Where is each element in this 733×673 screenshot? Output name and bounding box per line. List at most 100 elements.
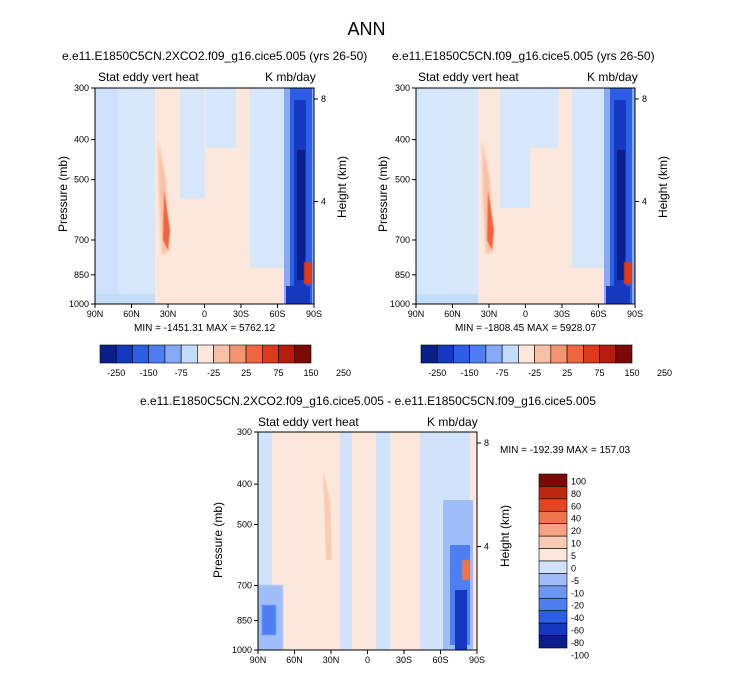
panel-1-x-tick-label: 30N xyxy=(160,309,177,319)
panel-1-right-label: K mb/day xyxy=(265,70,316,84)
panel-3-x-tick-label: 60S xyxy=(432,655,448,665)
colorbar-3-label: -20 xyxy=(571,601,584,611)
colorbar-2-swatch xyxy=(550,344,568,364)
colorbar-3-swatch xyxy=(538,635,568,649)
colorbar-1-label: -150 xyxy=(140,368,158,378)
colorbar-3-label: 40 xyxy=(571,514,581,524)
panel-3-y2-tick-label: 4 xyxy=(484,542,489,552)
colorbar-3-label: 20 xyxy=(571,526,581,536)
colorbar-2-swatch xyxy=(518,344,535,364)
colorbar-3-label: -40 xyxy=(571,613,584,623)
colorbar-1-swatch xyxy=(164,344,182,364)
colorbar-2-label: 150 xyxy=(624,368,639,378)
panel-3-y-tick-label: 700 xyxy=(237,580,252,590)
panel-1-left-label: Stat eddy vert heat xyxy=(98,70,199,84)
panel-3-x-tick-label: 30S xyxy=(396,655,412,665)
panel-2-y2-tick-label: 8 xyxy=(642,94,647,104)
colorbar-3-label: 5 xyxy=(571,551,576,561)
panel-3-y-tick-label: 850 xyxy=(237,616,252,626)
colorbar-2-swatch xyxy=(599,344,617,364)
colorbar-3-label: -60 xyxy=(571,626,584,636)
colorbar-1-swatch xyxy=(262,344,279,364)
panel-2-y-tick-label: 700 xyxy=(395,235,410,245)
colorbar-1-swatch xyxy=(245,344,263,364)
panel-1-y-tick-label: 1000 xyxy=(69,299,89,309)
panel-3-x-tick-label: 0 xyxy=(365,655,370,665)
colorbar-3-label: -5 xyxy=(571,576,579,586)
colorbar-2-swatch xyxy=(485,344,503,364)
panel-2-x-tick-label: 60S xyxy=(590,309,606,319)
panel-2-y-tick-label: 300 xyxy=(395,83,410,93)
panel-3-y-tick-label: 300 xyxy=(237,427,252,437)
colorbar-1-label: 250 xyxy=(336,368,351,378)
panel-1-title: e.e11.E1850C5CN.2XCO2.f09_g16.cice5.005 … xyxy=(62,49,368,63)
colorbar-3-label: 100 xyxy=(571,476,586,486)
colorbar-1-swatch xyxy=(213,344,231,364)
panel-2-title: e.e11.E1850C5CN.f09_g16.cice5.005 (yrs 2… xyxy=(392,49,655,63)
panel-1-y-tick-label: 700 xyxy=(74,235,89,245)
panel-3-field xyxy=(258,432,477,650)
colorbar-3-swatch xyxy=(538,610,568,624)
colorbar-3-label: 80 xyxy=(571,489,581,499)
colorbar-3-swatch xyxy=(538,560,568,574)
colorbar-3-label: -100 xyxy=(571,650,589,660)
colorbar-3-swatch xyxy=(538,498,568,512)
colorbar-2-swatch xyxy=(583,344,600,364)
panel-2-stats: MIN = -1808.45 MAX = 5928.07 xyxy=(455,323,597,334)
panel-3-left-label: Stat eddy vert heat xyxy=(258,415,359,429)
panel-2-x-tick-label: 90N xyxy=(408,309,425,319)
colorbar-1-label: -25 xyxy=(207,368,220,378)
panel-2-x-tick-label: 30N xyxy=(481,309,498,319)
panel-3-x-tick-label: 90S xyxy=(469,655,485,665)
colorbar-2-swatch xyxy=(615,344,633,364)
colorbar-1-swatch xyxy=(132,344,149,364)
panel-1-field xyxy=(95,88,314,304)
colorbar-3-label: 0 xyxy=(571,563,576,573)
colorbar-1-label: -75 xyxy=(175,368,188,378)
panel-2-x-tick-label: 60N xyxy=(444,309,461,319)
panel-2-y-tick-label: 400 xyxy=(395,135,410,145)
panel-2-left-label: Stat eddy vert heat xyxy=(418,70,519,84)
panel-1-y-tick-label: 300 xyxy=(74,83,89,93)
colorbar-2-swatch xyxy=(436,344,454,364)
colorbar-2-label: -75 xyxy=(496,368,509,378)
colorbar-2-label: 250 xyxy=(657,368,672,378)
colorbar-1-label: 75 xyxy=(274,368,284,378)
colorbar-3-swatch xyxy=(538,597,568,612)
colorbar-1-swatch xyxy=(180,344,198,364)
panel-1-y2-tick-label: 4 xyxy=(321,196,326,206)
colorbar-2-swatch xyxy=(501,344,519,364)
colorbar-3-swatch xyxy=(538,486,568,500)
panel-3-x-tick-label: 30N xyxy=(323,655,340,665)
panel-1-x-tick-label: 90N xyxy=(87,309,104,319)
panel-2-right-label: K mb/day xyxy=(587,70,638,84)
colorbar-2-swatch xyxy=(566,344,584,364)
panel-2-x-tick-label: 30S xyxy=(554,309,570,319)
colorbar-3-label: -10 xyxy=(571,588,584,598)
panel-1-y-tick-label: 500 xyxy=(74,175,89,185)
panel-2-y-tick-label: 850 xyxy=(395,270,410,280)
colorbar-2-label: 75 xyxy=(595,368,605,378)
colorbar-3-swatch xyxy=(538,548,568,562)
colorbar-1-label: 25 xyxy=(241,368,251,378)
colorbar-3-swatch xyxy=(538,523,568,537)
colorbar-2-swatch xyxy=(453,344,470,364)
panel-2-y-tick-label: 500 xyxy=(395,175,410,185)
colorbar-1-swatch xyxy=(148,344,166,364)
panel-3-y-tick-label: 1000 xyxy=(232,645,252,655)
colorbar-2-label: -150 xyxy=(461,368,479,378)
colorbar-3-swatch xyxy=(538,473,568,487)
panel-2-field xyxy=(416,88,635,304)
panel-1-x-tick-label: 30S xyxy=(233,309,249,319)
colorbar-1-swatch xyxy=(197,344,214,364)
colorbar-2-swatch xyxy=(420,344,438,364)
panel-3-x-tick-label: 90N xyxy=(250,655,267,665)
colorbar-3-label: 60 xyxy=(571,501,581,511)
panel-3-y-tick-label: 500 xyxy=(237,519,252,529)
colorbar-1-swatch xyxy=(229,344,247,364)
colorbar-1-swatch xyxy=(115,344,133,364)
panel-1-y-tick-label: 400 xyxy=(74,135,89,145)
panel-3-stats: MIN = -192.39 MAX = 157.03 xyxy=(500,445,631,456)
panel-3-right-label: K mb/day xyxy=(427,415,478,429)
